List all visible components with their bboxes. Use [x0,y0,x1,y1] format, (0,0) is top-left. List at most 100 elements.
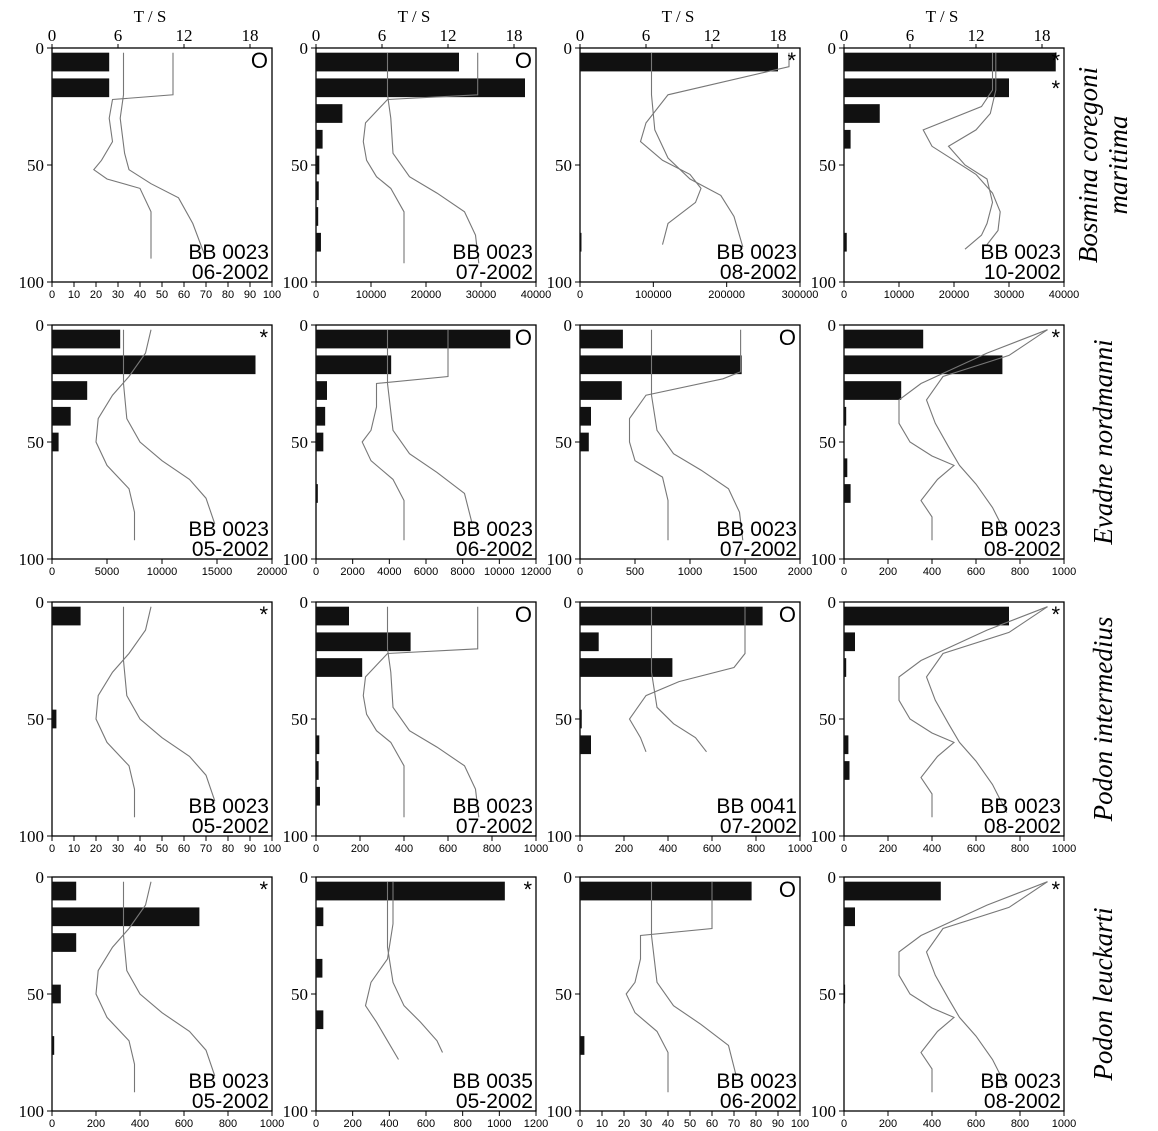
station-label: BB 0023 [188,795,269,818]
x-tick-label: 600 [175,1118,193,1130]
depth-tick-label: 50 [555,433,572,452]
depth-tick-label: 0 [36,593,45,612]
x-tick-label: 60 [706,1118,718,1130]
abundance-bar [316,881,505,901]
x-tick-label: 200 [879,566,897,578]
x-tick-label: 8000 [450,566,474,578]
depth-tick-label: 50 [291,433,308,452]
date-label: 08-2002 [984,1090,1061,1113]
significance-marker: O [515,48,532,73]
x-tick-label: 70 [200,843,212,855]
depth-tick-label: 50 [291,156,308,175]
temperature-profile [628,329,742,541]
temperature-profile [364,881,399,1060]
ts-tick-label: 0 [840,26,849,45]
x-tick-label: 1000 [487,1118,511,1130]
abundance-bar [844,329,924,349]
ts-tick-label: 6 [906,26,915,45]
x-tick-label: 30000 [994,289,1025,301]
date-label: 06-2002 [720,1090,797,1113]
abundance-bar [844,381,902,400]
abundance-bar [52,329,121,349]
x-tick-label: 90 [244,289,256,301]
abundance-bar [316,484,318,503]
station-label: BB 0023 [452,241,533,264]
abundance-bar [580,709,582,729]
x-tick-label: 50 [684,1118,696,1130]
depth-tick-label: 50 [819,710,836,729]
abundance-bar [52,984,61,1004]
ts-axis-title: T / S [134,7,167,26]
x-tick-label: 10000 [356,289,387,301]
x-tick-label: 800 [1011,566,1029,578]
salinity-profile [650,881,737,1077]
significance-marker: * [259,325,268,350]
abundance-bar [52,881,77,901]
depth-tick-label: 50 [27,156,44,175]
x-tick-label: 70 [200,289,212,301]
ts-tick-label: 18 [770,26,787,45]
x-tick-label: 400 [380,1118,398,1130]
depth-tick-label: 50 [819,156,836,175]
depth-tick-label: 100 [19,550,45,569]
x-tick-label: 90 [244,843,256,855]
depth-tick-label: 100 [19,1102,45,1121]
abundance-bar [580,355,742,375]
abundance-bar [580,1036,585,1055]
x-tick-label: 0 [313,843,319,855]
salinity-profile [650,52,744,248]
x-tick-label: 10 [68,843,80,855]
ts-tick-label: 12 [176,26,193,45]
x-tick-label: 600 [417,1118,435,1130]
significance-marker: * [1051,325,1060,350]
x-tick-label: 0 [577,289,583,301]
salinity-profile [386,329,473,525]
station-label: BB 0023 [980,1070,1061,1093]
date-label: 07-2002 [720,538,797,561]
salinity-profile [386,606,480,818]
x-tick-label: 0 [841,1118,847,1130]
abundance-bar [316,207,319,226]
depth-tick-label: 50 [27,710,44,729]
x-tick-label: 0 [313,289,319,301]
x-tick-label: 800 [1011,1118,1029,1130]
x-tick-label: 100 [263,289,281,301]
depth-tick-label: 100 [19,273,45,292]
depth-tick-label: 0 [564,39,573,58]
depth-tick-label: 50 [555,710,572,729]
abundance-bar [844,907,855,927]
x-tick-label: 400 [923,843,941,855]
depth-tick-label: 100 [283,827,309,846]
depth-tick-label: 0 [564,316,573,335]
x-tick-label: 800 [747,843,765,855]
abundance-bar [844,881,941,901]
station-label: BB 0023 [452,795,533,818]
species-label: Podon intermedius [1088,617,1118,823]
x-tick-label: 6000 [414,566,438,578]
ts-axis-title: T / S [662,7,695,26]
depth-tick-label: 100 [19,827,45,846]
x-tick-label: 300000 [782,289,819,301]
salinity-profile [386,52,480,264]
significance-marker: O [515,602,532,627]
salinity-profile [386,881,443,1053]
temperature-profile [361,329,449,541]
x-tick-label: 30000 [466,289,497,301]
ts-tick-label: 18 [1034,26,1051,45]
x-tick-label: 0 [313,1118,319,1130]
abundance-bar [844,761,850,780]
significance-marker: * [1051,76,1060,101]
x-tick-label: 15000 [202,566,233,578]
temperature-profile [639,52,790,245]
abundance-bar [316,632,411,652]
abundance-bar [580,606,763,626]
ts-tick-label: 0 [576,26,585,45]
significance-marker: * [523,877,532,902]
date-label: 07-2002 [456,815,533,838]
significance-marker: * [1051,48,1060,73]
abundance-bar [844,104,880,123]
station-label: BB 0023 [716,241,797,264]
abundance-bar [316,181,319,201]
date-label: 05-2002 [456,1090,533,1113]
salinity-profile [922,52,1001,245]
